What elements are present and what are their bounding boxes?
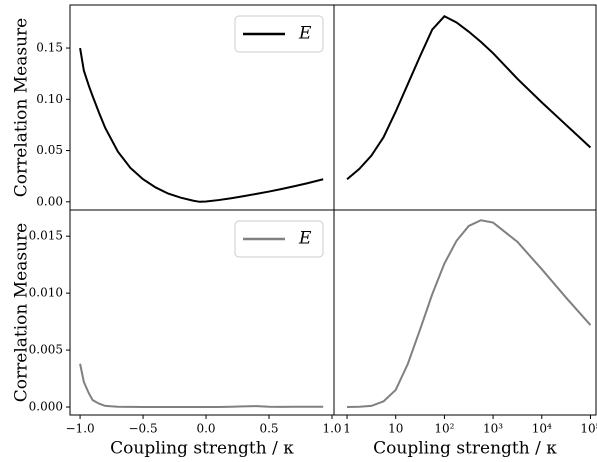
x-tick-label: 0.5 <box>259 422 278 436</box>
x-axis-label: Coupling strength / κ <box>110 439 294 459</box>
x-tick-label: 0.0 <box>196 422 215 436</box>
legend-label: E <box>298 229 312 249</box>
y-tick-label: 0.000 <box>29 400 63 414</box>
x-tick-label: −1.0 <box>66 422 95 436</box>
y-tick-label: 0.15 <box>36 41 63 55</box>
data-line <box>347 219 592 409</box>
x-tick-label: 1.0 <box>322 422 341 436</box>
legend-label: E <box>298 24 312 44</box>
data-line <box>79 47 324 203</box>
data-line <box>79 363 324 409</box>
y-axis-label: Correlation Measure <box>12 18 32 197</box>
x-tick-label: 10⁵ <box>580 422 597 436</box>
x-tick-label: 10³ <box>483 422 503 436</box>
y-tick-label: 0.005 <box>29 343 63 357</box>
panel-frame <box>333 209 597 416</box>
panel-frame <box>333 4 597 211</box>
y-tick-label: 0.10 <box>36 92 63 106</box>
x-tick-label: 1 <box>343 422 351 436</box>
y-tick-label: 0.00 <box>36 194 63 208</box>
x-tick-label: −0.5 <box>128 422 157 436</box>
y-tick-label: 0.010 <box>29 286 63 300</box>
x-tick-label: 10 <box>388 422 403 436</box>
x-axis-label: Coupling strength / κ <box>373 439 557 459</box>
x-tick-label: 10⁴ <box>532 422 552 436</box>
y-axis-label: Correlation Measure <box>12 223 32 402</box>
y-tick-label: 0.05 <box>36 143 63 157</box>
data-line <box>346 15 592 181</box>
x-tick-label: 10² <box>434 422 454 436</box>
y-tick-label: 0.015 <box>29 229 63 243</box>
